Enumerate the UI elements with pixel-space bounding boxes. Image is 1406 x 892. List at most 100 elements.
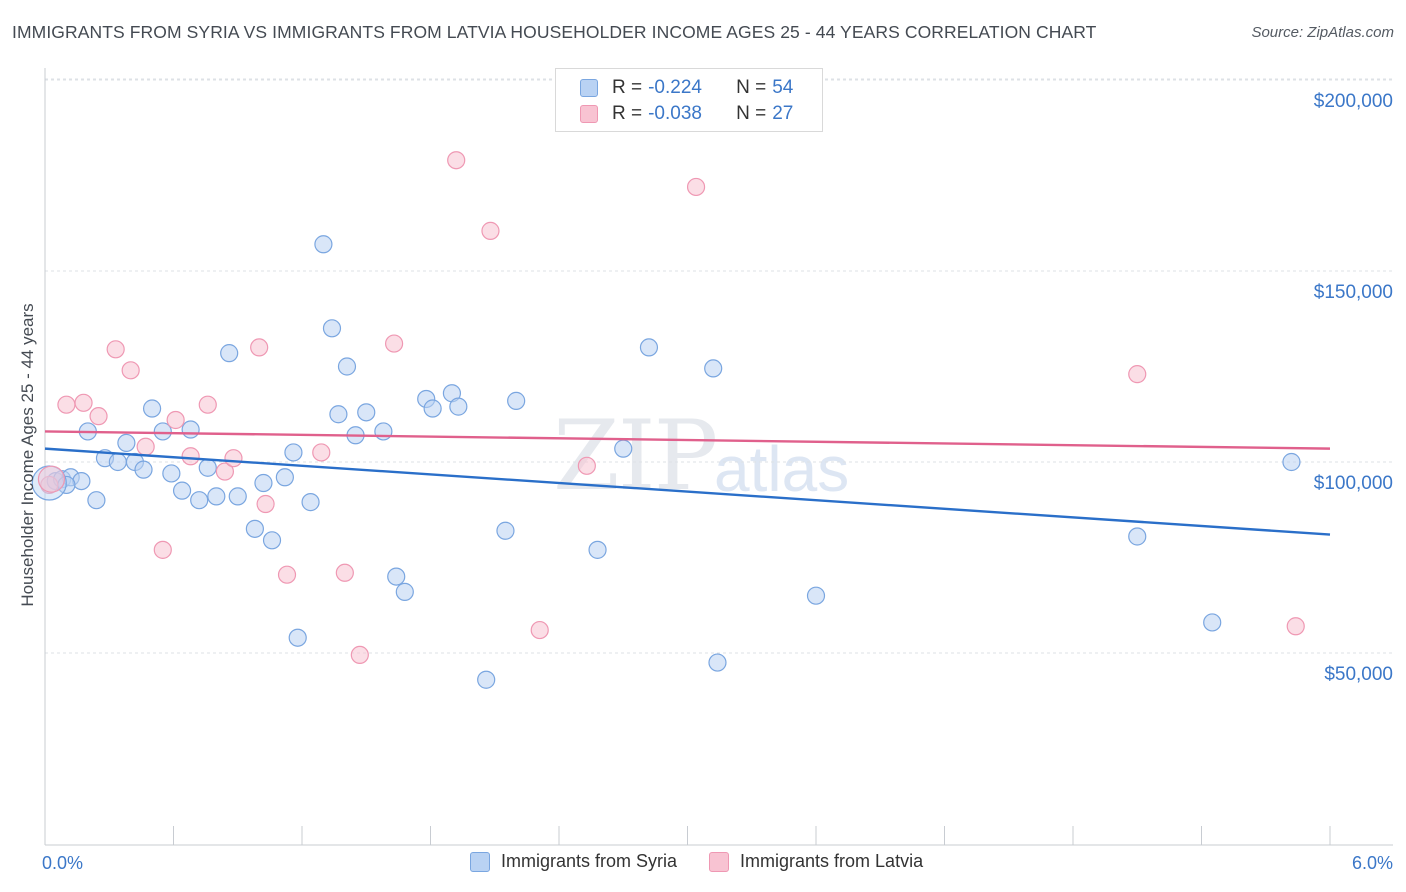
point-syria xyxy=(284,443,303,462)
point-syria xyxy=(181,420,200,439)
point-syria xyxy=(614,439,633,458)
source-label: Source: ZipAtlas.com xyxy=(1251,24,1394,41)
point-syria xyxy=(1282,452,1301,472)
point-syria xyxy=(190,491,209,510)
y-tick-label: $200,000 xyxy=(1314,91,1393,112)
series-swatch-syria xyxy=(470,851,490,872)
point-syria xyxy=(1203,613,1222,632)
point-syria xyxy=(134,460,153,479)
chart-title: IMMIGRANTS FROM SYRIA VS IMMIGRANTS FROM… xyxy=(12,22,1097,42)
point-syria xyxy=(806,586,826,605)
series-swatch-latvia xyxy=(709,851,730,872)
legend-r-value: -0.038 xyxy=(648,103,702,124)
legend-r-label: R = xyxy=(612,103,643,124)
point-syria xyxy=(1128,527,1147,546)
point-syria xyxy=(87,491,106,510)
legend-swatch-syria xyxy=(580,79,598,97)
point-syria xyxy=(275,468,294,487)
y-tick-label: $150,000 xyxy=(1314,282,1393,303)
watermark-zip: ZIP xyxy=(553,400,718,512)
point-syria xyxy=(329,405,348,424)
x-tick-label: 6.0% xyxy=(1352,853,1393,873)
point-latvia xyxy=(350,645,369,665)
point-latvia xyxy=(530,620,549,640)
point-syria xyxy=(704,359,723,378)
point-syria xyxy=(245,519,264,538)
legend-swatch-latvia xyxy=(580,105,598,123)
point-latvia xyxy=(74,393,93,412)
y-tick-label: $100,000 xyxy=(1314,473,1393,494)
point-syria xyxy=(395,582,414,601)
point-latvia xyxy=(277,565,297,584)
point-syria xyxy=(337,357,357,376)
point-latvia xyxy=(481,221,500,240)
point-syria xyxy=(262,531,282,550)
legend-n-label: N = xyxy=(736,77,767,98)
series-legend-syria[interactable]: Immigrants from Syria xyxy=(470,851,677,872)
point-latvia-cluster xyxy=(37,465,66,493)
series-label-syria: Immigrants from Syria xyxy=(501,851,678,871)
point-latvia xyxy=(57,395,76,414)
legend-row-syria: R = -0.224 N = 54 xyxy=(580,76,793,100)
legend-r-value: -0.224 xyxy=(648,77,702,98)
point-latvia xyxy=(40,475,59,495)
point-syria xyxy=(207,487,226,506)
point-syria xyxy=(172,481,192,500)
point-syria xyxy=(588,540,607,559)
point-latvia xyxy=(384,334,404,353)
point-syria xyxy=(117,433,136,452)
point-syria xyxy=(387,567,406,586)
point-latvia xyxy=(686,177,706,197)
point-latvia xyxy=(166,410,185,430)
point-latvia xyxy=(447,151,466,170)
point-latvia xyxy=(121,361,140,380)
axes xyxy=(44,68,1393,846)
point-syria xyxy=(639,338,659,357)
point-syria xyxy=(254,473,273,493)
y-axis-label: Householder Income Ages 25 - 44 years xyxy=(18,303,37,606)
point-syria xyxy=(449,397,468,416)
point-syria xyxy=(477,670,496,689)
point-syria xyxy=(708,653,727,672)
series-label-latvia: Immigrants from Latvia xyxy=(740,851,924,871)
trend-line-syria xyxy=(44,447,1331,536)
x-tick-label: 0.0% xyxy=(42,853,83,873)
point-syria xyxy=(301,493,320,512)
point-syria xyxy=(507,391,526,410)
point-syria xyxy=(228,487,247,506)
series-legend: Immigrants from Syria Immigrants from La… xyxy=(470,851,955,872)
legend-n-value: 54 xyxy=(772,77,794,98)
point-latvia xyxy=(312,443,331,462)
point-syria xyxy=(198,458,217,477)
series-legend-latvia[interactable]: Immigrants from Latvia xyxy=(709,851,923,872)
point-syria xyxy=(322,319,342,338)
watermark-atlas: atlas xyxy=(714,433,850,505)
point-latvia xyxy=(335,563,354,582)
correlation-legend: R = -0.224 N = 54 R = -0.038 N = 27 xyxy=(555,68,823,132)
point-syria xyxy=(374,422,393,441)
legend-row-latvia: R = -0.038 N = 27 xyxy=(580,102,793,126)
trend-line-latvia xyxy=(44,430,1331,450)
axis-labels: $50,000 $100,000 $150,000 $200,000 0.0% 6.0% H… xyxy=(18,91,1393,873)
point-syria xyxy=(496,521,515,540)
point-latvia xyxy=(224,449,243,468)
legend-n-value: 27 xyxy=(772,103,794,124)
point-latvia xyxy=(215,462,234,481)
point-latvia xyxy=(256,494,275,514)
legend-n-label: N = xyxy=(736,103,767,124)
point-syria xyxy=(162,464,181,483)
data-points xyxy=(31,151,1305,689)
point-syria xyxy=(72,472,91,491)
point-syria xyxy=(288,628,307,647)
point-syria xyxy=(357,403,376,422)
trend-lines xyxy=(44,430,1331,536)
point-syria xyxy=(153,422,172,441)
point-syria xyxy=(423,399,442,418)
point-latvia xyxy=(181,447,200,466)
legend-r-label: R = xyxy=(612,77,643,98)
point-latvia xyxy=(89,407,108,426)
point-latvia xyxy=(577,456,596,475)
point-syria xyxy=(220,344,239,363)
point-latvia xyxy=(153,540,172,559)
